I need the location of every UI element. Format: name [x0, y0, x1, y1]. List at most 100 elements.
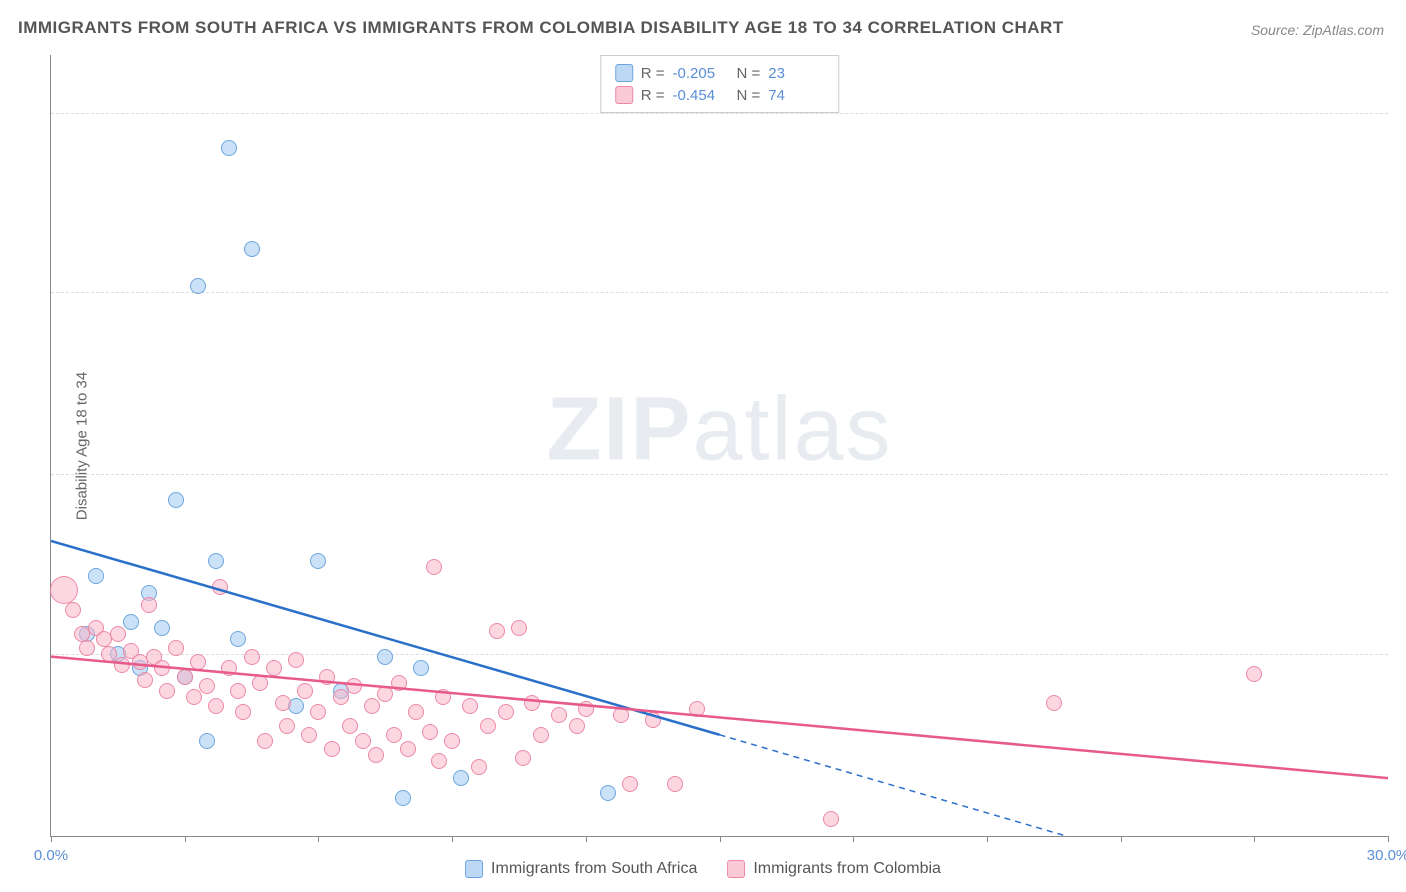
- scatter-point: [212, 579, 228, 595]
- scatter-point: [453, 770, 469, 786]
- x-tick: [586, 836, 587, 842]
- swatch-blue-icon: [615, 64, 633, 82]
- scatter-point: [533, 727, 549, 743]
- scatter-point: [208, 553, 224, 569]
- swatch-blue-icon: [465, 860, 483, 878]
- scatter-point: [266, 660, 282, 676]
- scatter-point: [622, 776, 638, 792]
- correlation-legend: R = -0.205 N = 23 R = -0.454 N = 74: [600, 55, 840, 113]
- grid-line: [51, 474, 1388, 475]
- watermark-bold: ZIP: [546, 379, 692, 479]
- plot-area: ZIPatlas R = -0.205 N = 23 R = -0.454 N …: [50, 55, 1388, 837]
- scatter-point: [279, 718, 295, 734]
- scatter-point: [168, 492, 184, 508]
- scatter-point: [413, 660, 429, 676]
- scatter-point: [221, 140, 237, 156]
- x-tick: [318, 836, 319, 842]
- x-tick: [51, 836, 52, 842]
- y-tick-label: 25.0%: [1396, 104, 1406, 121]
- scatter-point: [244, 241, 260, 257]
- scatter-point: [1046, 695, 1062, 711]
- scatter-point: [569, 718, 585, 734]
- scatter-point: [288, 652, 304, 668]
- scatter-point: [645, 712, 661, 728]
- scatter-point: [101, 646, 117, 662]
- x-tick: [1121, 836, 1122, 842]
- scatter-point: [88, 568, 104, 584]
- scatter-point: [168, 640, 184, 656]
- scatter-point: [190, 654, 206, 670]
- scatter-point: [346, 678, 362, 694]
- scatter-point: [177, 669, 193, 685]
- scatter-point: [310, 704, 326, 720]
- x-tick: [853, 836, 854, 842]
- scatter-point: [471, 759, 487, 775]
- scatter-point: [377, 686, 393, 702]
- x-tick: [720, 836, 721, 842]
- grid-line: [51, 292, 1388, 293]
- x-tick-label: 0.0%: [34, 847, 68, 864]
- scatter-point: [368, 747, 384, 763]
- n-value-pink: 74: [768, 87, 824, 104]
- scatter-point: [252, 675, 268, 691]
- scatter-point: [551, 707, 567, 723]
- swatch-pink-icon: [727, 860, 745, 878]
- watermark-light: atlas: [692, 379, 892, 479]
- r-label: R =: [641, 87, 665, 104]
- scatter-point: [159, 683, 175, 699]
- y-tick-label: 12.5%: [1396, 466, 1406, 483]
- scatter-point: [333, 689, 349, 705]
- scatter-point: [400, 741, 416, 757]
- y-tick-label: 6.3%: [1396, 645, 1406, 662]
- scatter-point: [524, 695, 540, 711]
- scatter-point: [154, 620, 170, 636]
- n-value-blue: 23: [768, 65, 824, 82]
- scatter-point: [110, 626, 126, 642]
- scatter-point: [498, 704, 514, 720]
- r-label: R =: [641, 65, 665, 82]
- scatter-point: [275, 695, 291, 711]
- chart-container: ZIPatlas R = -0.205 N = 23 R = -0.454 N …: [50, 55, 1388, 837]
- scatter-point: [422, 724, 438, 740]
- source-attribution: Source: ZipAtlas.com: [1251, 22, 1384, 38]
- scatter-point: [221, 660, 237, 676]
- legend-item-south-africa: Immigrants from South Africa: [465, 860, 697, 878]
- x-tick: [1388, 836, 1389, 842]
- scatter-point: [297, 683, 313, 699]
- n-label: N =: [737, 65, 761, 82]
- scatter-point: [823, 811, 839, 827]
- scatter-point: [319, 669, 335, 685]
- scatter-point: [386, 727, 402, 743]
- scatter-point: [342, 718, 358, 734]
- grid-line: [51, 113, 1388, 114]
- scatter-point: [408, 704, 424, 720]
- x-tick: [1254, 836, 1255, 842]
- scatter-point: [426, 559, 442, 575]
- scatter-point: [578, 701, 594, 717]
- scatter-point: [355, 733, 371, 749]
- legend-row-blue: R = -0.205 N = 23: [615, 62, 825, 84]
- scatter-point: [123, 614, 139, 630]
- scatter-point: [431, 753, 447, 769]
- x-tick-label: 30.0%: [1367, 847, 1406, 864]
- scatter-point: [480, 718, 496, 734]
- scatter-point: [613, 707, 629, 723]
- scatter-point: [391, 675, 407, 691]
- scatter-point: [600, 785, 616, 801]
- scatter-point: [208, 698, 224, 714]
- legend-label: Immigrants from South Africa: [491, 860, 697, 878]
- scatter-point: [395, 790, 411, 806]
- r-value-blue: -0.205: [673, 65, 729, 82]
- scatter-point: [199, 678, 215, 694]
- scatter-point: [301, 727, 317, 743]
- legend-label: Immigrants from Colombia: [753, 860, 941, 878]
- scatter-point: [511, 620, 527, 636]
- scatter-point: [364, 698, 380, 714]
- scatter-point: [114, 657, 130, 673]
- y-tick-label: 18.8%: [1396, 284, 1406, 301]
- scatter-point: [50, 576, 78, 604]
- scatter-point: [515, 750, 531, 766]
- scatter-point: [230, 683, 246, 699]
- scatter-point: [667, 776, 683, 792]
- scatter-point: [444, 733, 460, 749]
